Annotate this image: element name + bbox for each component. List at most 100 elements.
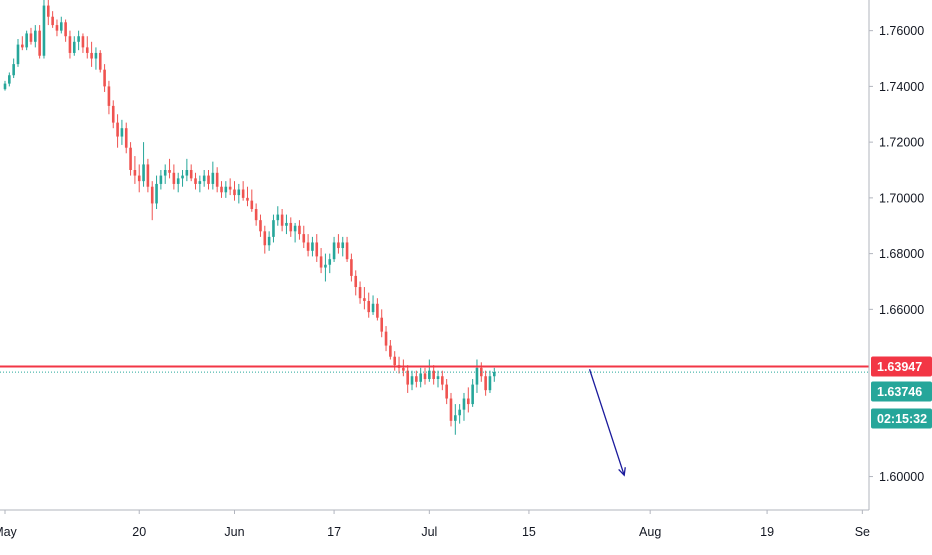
- candle: [189, 164, 193, 182]
- candle: [254, 203, 258, 226]
- candle: [77, 30, 80, 51]
- candle-body: [181, 175, 184, 179]
- candle: [406, 365, 409, 393]
- candle: [432, 365, 435, 385]
- candle: [47, 0, 50, 26]
- candle-body: [42, 5, 46, 56]
- candle: [298, 220, 301, 240]
- candle: [293, 222, 297, 243]
- candle-countdown-label-bg: [871, 408, 932, 429]
- candle: [220, 181, 223, 198]
- x-tick-label: May: [0, 525, 18, 539]
- candle: [146, 158, 150, 193]
- candle-body: [436, 376, 440, 380]
- candle: [358, 281, 362, 304]
- candle-body: [103, 69, 106, 87]
- candle: [142, 142, 145, 187]
- candle: [471, 379, 474, 407]
- candle-body: [492, 372, 496, 377]
- candle-body: [21, 44, 24, 48]
- candle-body: [402, 367, 405, 371]
- candle-body: [354, 275, 358, 288]
- current-price-label: 1.63746: [871, 381, 932, 402]
- projection-arrow-line[interactable]: [588, 369, 625, 476]
- candle-body: [380, 317, 384, 332]
- candle-body: [250, 200, 254, 210]
- candle: [415, 370, 418, 388]
- candle-body: [120, 128, 124, 137]
- candle-body: [94, 52, 98, 59]
- candle-body: [419, 373, 422, 382]
- candle-body: [176, 178, 180, 184]
- candle: [94, 47, 98, 70]
- candle-body: [471, 384, 474, 405]
- candle: [285, 214, 288, 235]
- candle: [467, 387, 470, 413]
- candle: [428, 359, 431, 382]
- candle: [488, 370, 492, 393]
- candle: [159, 170, 163, 190]
- candle: [124, 122, 128, 154]
- candle-body: [432, 370, 435, 380]
- candle: [250, 189, 254, 212]
- x-tick-label: Aug: [639, 525, 661, 539]
- candle-body: [137, 175, 141, 182]
- candle: [315, 234, 319, 262]
- y-tick-label: 1.76000: [879, 24, 924, 38]
- candle-body: [350, 259, 353, 276]
- candle-body: [462, 398, 466, 410]
- candle: [436, 370, 440, 388]
- candle-body: [298, 225, 301, 235]
- candle: [367, 292, 371, 318]
- candle-body: [64, 22, 67, 37]
- candle-body: [263, 231, 267, 246]
- price-badges: 1.63947 1.63746 02:15:32: [871, 356, 932, 429]
- candle: [441, 370, 444, 391]
- candle-body: [8, 75, 11, 84]
- candle-body: [233, 189, 236, 196]
- candle-body: [159, 175, 163, 184]
- resistance-price-label: 1.63947: [871, 356, 932, 377]
- candle: [16, 39, 20, 67]
- candle: [163, 164, 167, 184]
- candle: [29, 27, 33, 45]
- candle-body: [150, 186, 154, 204]
- candle-body: [324, 264, 327, 268]
- candle-body: [467, 398, 470, 405]
- candle: [211, 161, 215, 190]
- candle-body: [189, 170, 193, 179]
- candle: [111, 100, 115, 129]
- candle-body: [337, 242, 340, 249]
- candle-body: [302, 234, 306, 243]
- x-tick-label: 19: [760, 525, 774, 539]
- candle-body: [168, 170, 171, 173]
- candle-body: [211, 172, 215, 184]
- candle: [272, 214, 275, 243]
- resistance-price-label-bg: [871, 356, 932, 377]
- candle-body: [276, 214, 280, 221]
- candle-body: [311, 242, 314, 251]
- candle-body: [59, 22, 63, 31]
- candle-body: [306, 242, 310, 251]
- candle: [3, 80, 7, 91]
- candle-body: [289, 222, 293, 232]
- candle: [337, 234, 340, 254]
- candle: [55, 19, 59, 37]
- candle-body: [107, 86, 111, 106]
- y-tick-label: 1.66000: [879, 303, 924, 317]
- candle-body: [259, 220, 262, 232]
- candle: [150, 181, 154, 221]
- candle: [42, 0, 46, 59]
- candle: [21, 36, 24, 51]
- candle-body: [25, 33, 28, 48]
- candle-body: [111, 105, 115, 123]
- candle-body: [384, 331, 388, 346]
- candle: [103, 64, 106, 92]
- candle-body: [68, 36, 72, 53]
- candle: [224, 181, 228, 198]
- candle: [445, 379, 448, 405]
- axes: [0, 0, 870, 511]
- candle-body: [367, 300, 371, 313]
